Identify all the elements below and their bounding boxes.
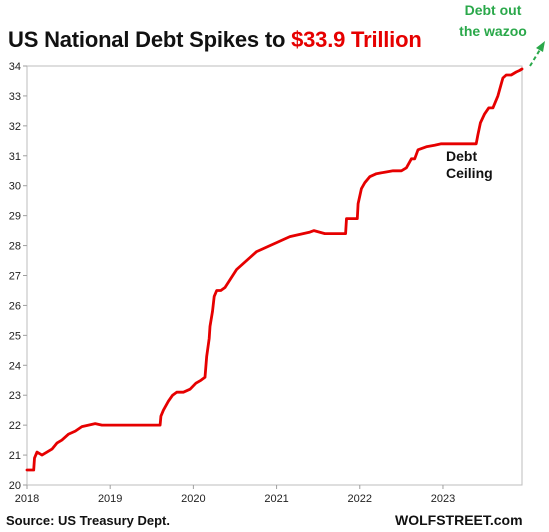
y-tick-label: 24: [9, 360, 21, 372]
y-tick-label: 32: [9, 121, 21, 133]
y-tick-label: 23: [9, 390, 21, 402]
x-tick-label: 2018: [15, 493, 39, 505]
x-tick-label: 2019: [98, 493, 122, 505]
y-tick-label: 28: [9, 241, 21, 253]
source-note: Source: US Treasury Dept.: [6, 513, 170, 528]
annotation-wazoo-line-1: Debt out: [464, 2, 522, 18]
annotation-ceiling-line-1: Debt: [446, 148, 478, 164]
brand-label: WOLFSTREET.com: [395, 512, 523, 528]
chart-title-highlight: $33.9 Trillion: [291, 27, 422, 52]
annotation-debt-ceiling: Debt Ceiling: [446, 148, 493, 182]
annotation-debt-out-the-wazoo: Debt out the wazoo: [452, 0, 534, 42]
y-tick-label: 21: [9, 450, 21, 462]
y-tick-label: 20: [9, 480, 21, 492]
wazoo-arrow-shaft: [529, 47, 542, 67]
annotation-wazoo-line-2: the wazoo: [459, 23, 527, 39]
x-tick-label: 2020: [181, 493, 205, 505]
y-tick-label: 22: [9, 420, 21, 432]
series-line: [25, 67, 524, 472]
x-tick-label: 2021: [264, 493, 288, 505]
plot-frame: [26, 65, 523, 486]
y-tick-label: 26: [9, 300, 21, 312]
y-tick-label: 27: [9, 271, 21, 283]
y-tick-label: 34: [9, 61, 21, 73]
x-tick-label: 2022: [348, 493, 372, 505]
y-tick-label: 29: [9, 211, 21, 223]
chart-title-main: US National Debt Spikes to: [8, 27, 292, 52]
annotation-ceiling-line-2: Ceiling: [446, 165, 493, 181]
y-tick-label: 30: [9, 181, 21, 193]
y-tick-label: 33: [9, 91, 21, 103]
y-tick-label: 25: [9, 330, 21, 342]
wazoo-arrow-head: [536, 41, 545, 52]
y-tick-label: 31: [9, 151, 21, 163]
wazoo-arrow: [529, 41, 545, 67]
series-group: [25, 67, 524, 472]
chart-title: US National Debt Spikes to $33.9 Trillio…: [8, 27, 422, 53]
x-tick-label: 2023: [431, 493, 455, 505]
